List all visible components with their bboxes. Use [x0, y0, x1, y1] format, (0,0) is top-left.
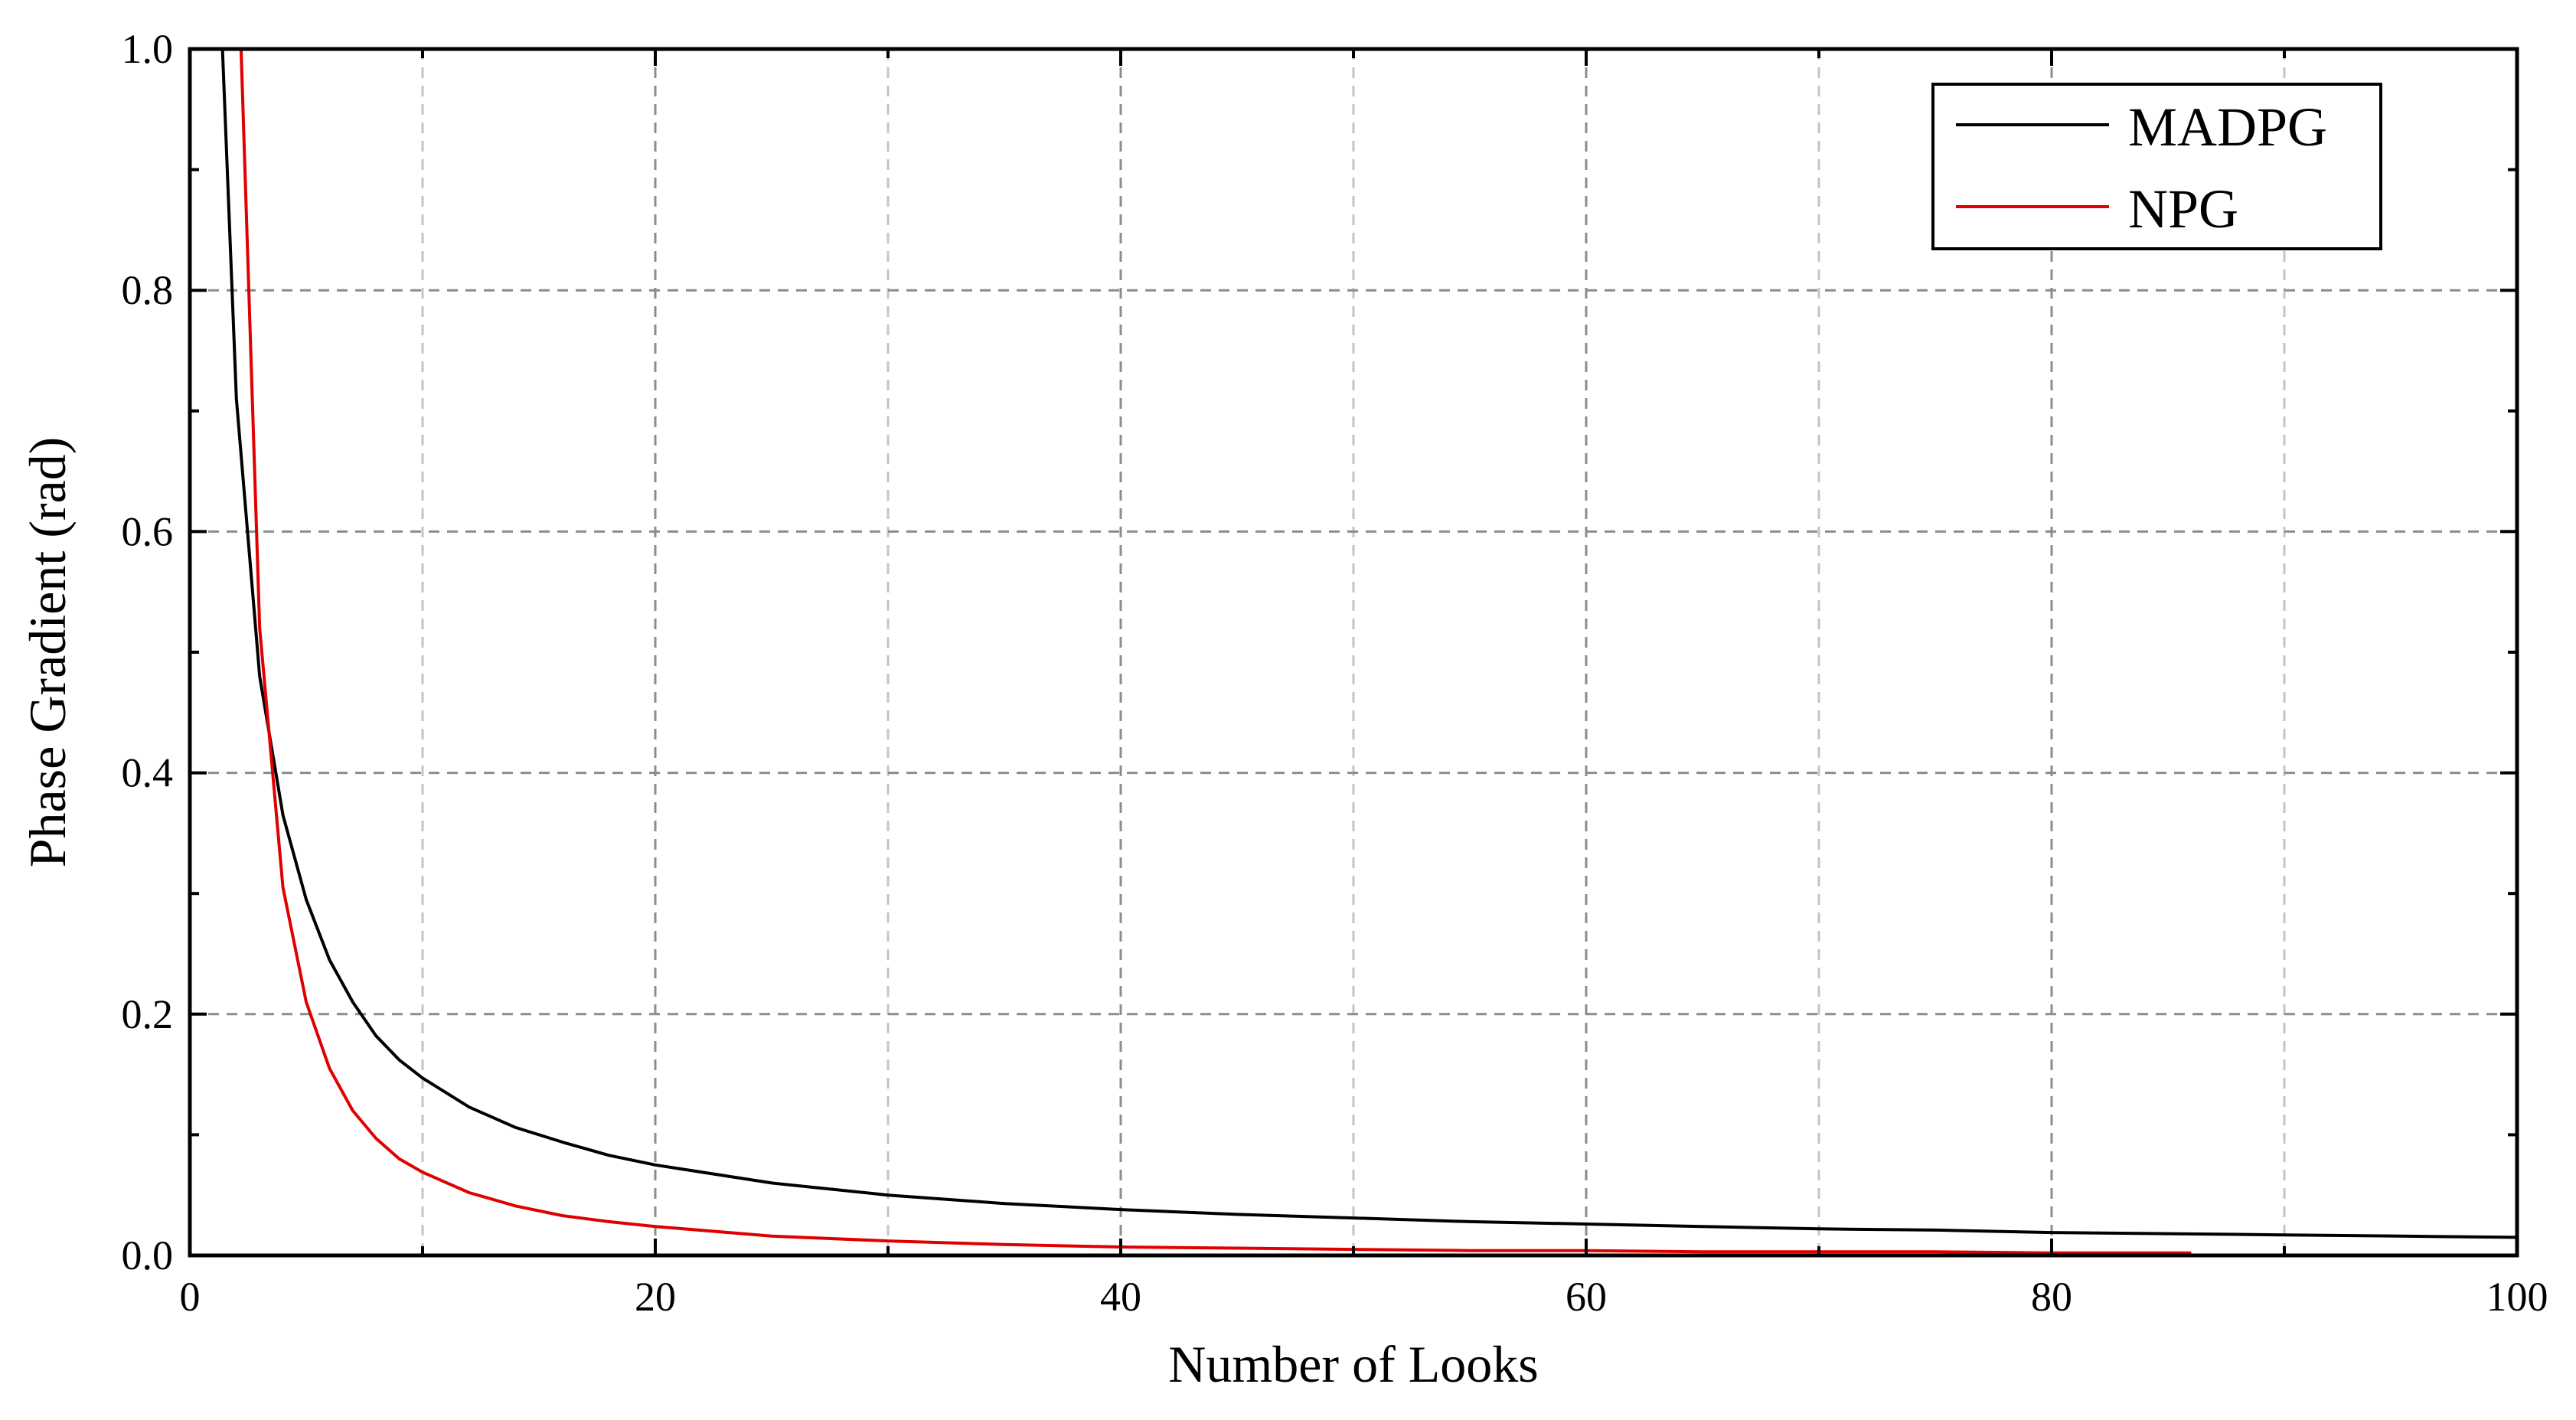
- y-tick-label: 0.2: [122, 991, 174, 1037]
- legend-box: [1931, 83, 2382, 250]
- legend-label-npg: NPG: [2128, 178, 2238, 240]
- tick-labels: 0 20 40 60 80 100 0.0 0.2 0.4 0.6 0.8 1.0: [122, 26, 2548, 1320]
- x-tick-label: 20: [635, 1274, 676, 1320]
- series-line-madpg: [220, 48, 2518, 1239]
- legend: MADPG NPG: [1931, 83, 2382, 250]
- x-tick-label: 80: [2031, 1274, 2072, 1320]
- y-tick-label: 0.0: [122, 1232, 174, 1278]
- grid: [190, 49, 2517, 1255]
- legend-label-madpg: MADPG: [2128, 96, 2327, 158]
- y-axis-title: Phase Gradient (rad): [18, 437, 77, 868]
- x-tick-label: 40: [1100, 1274, 1141, 1320]
- y-tick-label: 0.4: [122, 750, 174, 796]
- y-tick-label: 1.0: [122, 26, 174, 72]
- x-tick-label: 60: [1566, 1274, 1607, 1320]
- y-tick-label: 0.8: [122, 267, 174, 313]
- series-layer: [220, 48, 2518, 1255]
- ticks: [188, 47, 2519, 1257]
- x-tick-label: 0: [180, 1274, 201, 1320]
- x-axis-title: Number of Looks: [1168, 1335, 1538, 1393]
- x-tick-label: 100: [2486, 1274, 2548, 1320]
- series-line-npg: [239, 48, 2192, 1255]
- y-tick-label: 0.6: [122, 508, 174, 554]
